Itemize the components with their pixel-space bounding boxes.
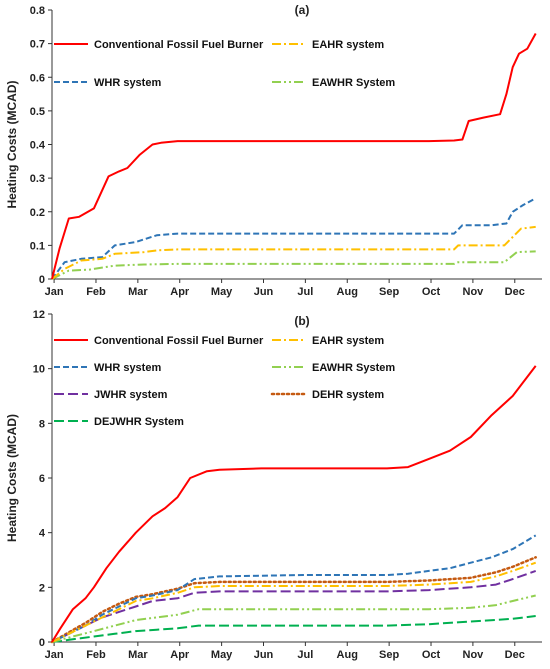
y-tick-label: 6 bbox=[39, 473, 45, 485]
x-tick-label: Oct bbox=[422, 286, 441, 298]
y-tick-label: 0.4 bbox=[30, 140, 46, 152]
y-tick-label: 12 bbox=[33, 309, 45, 321]
x-tick-label: Sep bbox=[379, 649, 399, 661]
y-tick-label: 0.2 bbox=[30, 207, 45, 219]
y-tick-label: 0.3 bbox=[30, 173, 45, 185]
x-tick-label: Mar bbox=[128, 286, 148, 298]
x-tick-label: Aug bbox=[337, 649, 358, 661]
y-axis-label: Heating Costs (MCAD) bbox=[5, 414, 19, 542]
y-axis-label: Heating Costs (MCAD) bbox=[5, 80, 19, 208]
x-tick-label: Dec bbox=[505, 286, 525, 298]
y-tick-label: 0.1 bbox=[30, 240, 45, 252]
x-tick-label: Nov bbox=[463, 286, 485, 298]
x-tick-label: May bbox=[211, 286, 233, 298]
x-tick-label: Feb bbox=[86, 649, 106, 661]
y-tick-label: 0 bbox=[39, 637, 45, 649]
x-tick-label: Mar bbox=[128, 649, 148, 661]
y-tick-label: 0.8 bbox=[30, 5, 45, 17]
legend-label: DEHR system bbox=[312, 389, 384, 401]
legend-label: EAHR system bbox=[312, 335, 384, 347]
series-line-conventional-fossil-fuel-burner bbox=[51, 365, 537, 643]
x-tick-label: Jun bbox=[254, 649, 274, 661]
y-tick-label: 0 bbox=[39, 274, 45, 286]
legend-label: WHR system bbox=[94, 362, 161, 374]
series-line-jwhr-system bbox=[51, 569, 537, 643]
y-tick-label: 0.6 bbox=[30, 72, 45, 84]
x-tick-label: Apr bbox=[170, 286, 190, 298]
x-tick-label: Feb bbox=[86, 286, 106, 298]
chart-panel-a: 0 0.1 0.2 0.3 0.4 0.5 0.6 0.7 0.8 Jan Feb Mar Apr May… bbox=[5, 3, 542, 298]
legend-label: EAWHR System bbox=[312, 362, 395, 374]
x-tick-label: Nov bbox=[463, 649, 485, 661]
series-line-eahr-system bbox=[51, 225, 536, 280]
legend-label: Conventional Fossil Fuel Burner bbox=[94, 39, 264, 51]
y-tick-label: 8 bbox=[39, 418, 45, 430]
y-tick-label: 10 bbox=[33, 364, 45, 376]
series-line-eawhr-system bbox=[51, 250, 536, 280]
y-tick-label: 4 bbox=[39, 528, 46, 540]
x-tick-label: Dec bbox=[505, 649, 525, 661]
x-tick-label: Jul bbox=[297, 649, 313, 661]
legend-label: Conventional Fossil Fuel Burner bbox=[94, 335, 264, 347]
x-tick-label: Jan bbox=[45, 286, 64, 298]
series-line-eawhr-system bbox=[51, 594, 536, 643]
series-line-dehr-system bbox=[50, 556, 537, 644]
y-tick-label: 0.5 bbox=[30, 106, 45, 118]
x-tick-label: May bbox=[211, 649, 233, 661]
legend-label: JWHR system bbox=[94, 389, 168, 401]
y-tick-label: 2 bbox=[39, 582, 45, 594]
series-line-conventional-fossil-fuel-burner bbox=[51, 33, 537, 280]
x-tick-label: Aug bbox=[337, 286, 358, 298]
legend-label: DEJWHR System bbox=[94, 416, 184, 428]
series-line-dejwhr-system bbox=[51, 615, 536, 643]
x-tick-label: Jul bbox=[297, 286, 313, 298]
series-line-whr-system bbox=[51, 197, 537, 280]
legend-label: EAWHR System bbox=[312, 77, 395, 89]
legend-label: WHR system bbox=[94, 77, 161, 89]
x-tick-label: Oct bbox=[422, 649, 441, 661]
x-tick-label: Sep bbox=[379, 286, 399, 298]
series-line-eahr-system bbox=[51, 561, 537, 643]
x-tick-label: Apr bbox=[170, 649, 190, 661]
panel-title: (b) bbox=[294, 314, 309, 328]
y-tick-label: 0.7 bbox=[30, 39, 45, 51]
x-tick-label: Jan bbox=[45, 649, 64, 661]
chart-panel-b: 0 2 4 6 8 10 12 Jan Feb Mar Apr May Jun Jul Aug Sep Oct N… bbox=[5, 309, 542, 661]
x-tick-label: Jun bbox=[254, 286, 274, 298]
legend-label: EAHR system bbox=[312, 39, 384, 51]
panel-title: (a) bbox=[295, 3, 310, 17]
